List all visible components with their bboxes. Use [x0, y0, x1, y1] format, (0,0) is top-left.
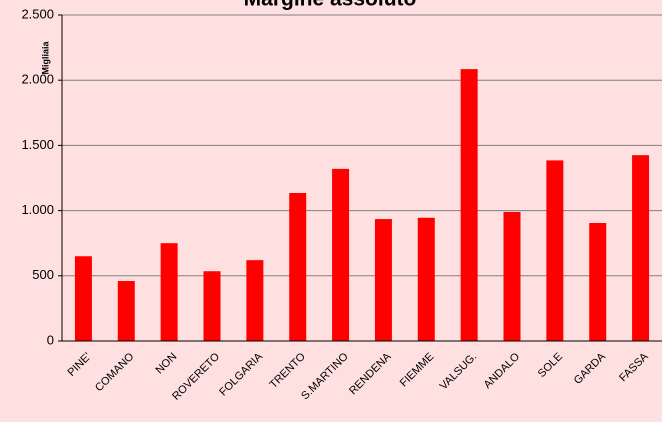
bar	[332, 168, 350, 341]
bar	[632, 155, 650, 341]
y-tick-label: 500	[32, 267, 54, 282]
y-tick-label: 0	[47, 332, 54, 347]
bar	[203, 271, 221, 341]
y-tick-label: 1.000	[21, 202, 54, 217]
bar	[246, 260, 264, 341]
bar	[117, 281, 135, 341]
y-tick-label: 1.500	[21, 137, 54, 152]
y-tick-label: 2.500	[21, 6, 54, 21]
bar	[503, 211, 521, 341]
bar	[289, 192, 307, 341]
bar	[546, 160, 564, 341]
y-tick-label: 2.000	[21, 72, 54, 87]
bar	[460, 69, 478, 341]
bar	[417, 217, 435, 341]
bar	[160, 243, 178, 341]
bar	[374, 219, 392, 341]
chart-title: Margine assoluto	[244, 0, 417, 11]
bar	[589, 222, 607, 341]
bar	[74, 256, 92, 341]
y-axis-label: Migliaia	[40, 41, 50, 75]
